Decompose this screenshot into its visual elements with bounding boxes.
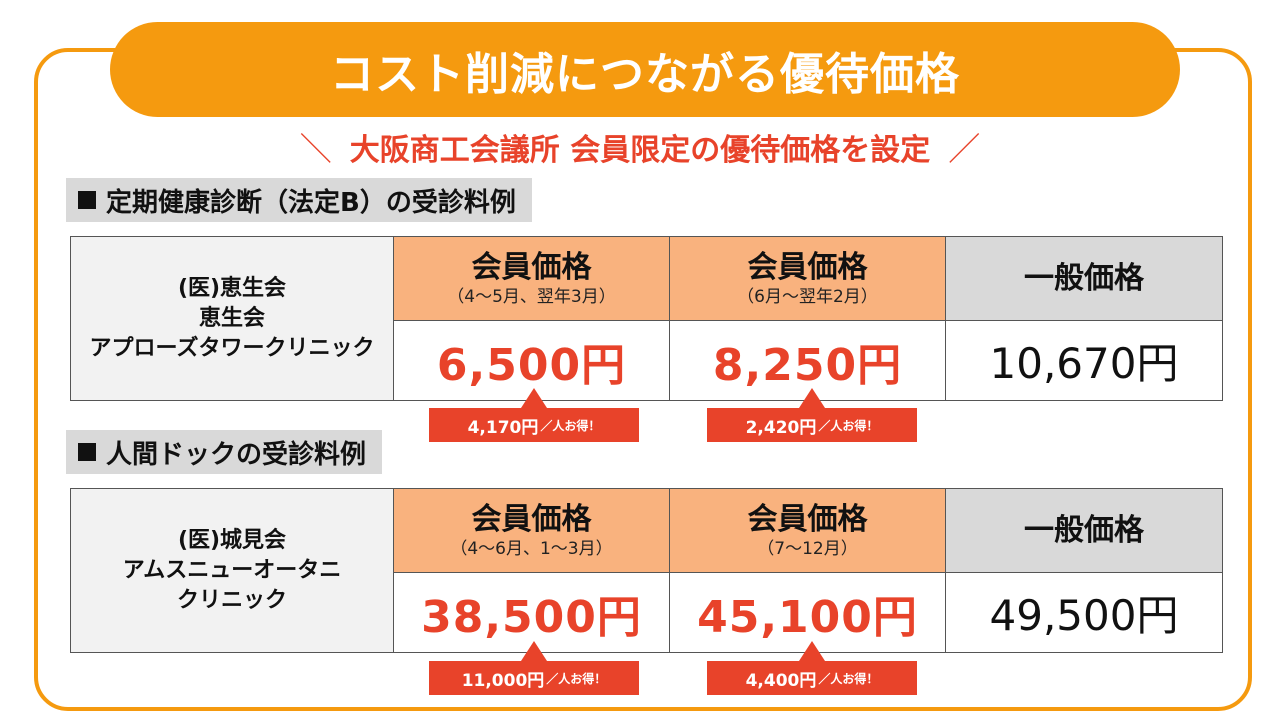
saving-amount: 2,420円: [745, 417, 817, 438]
section-label-text: 人間ドックの受診料例: [106, 439, 367, 470]
column-title: 会員価格: [747, 249, 868, 285]
subtitle-right-mark: ／: [948, 130, 981, 168]
saving-suffix: ／人お得！: [818, 418, 879, 433]
saving-badge: 2,420円 ／人お得！: [707, 408, 917, 442]
saving-suffix: ／人お得！: [546, 671, 607, 686]
column-period: （4～5月、翌年3月）: [447, 286, 616, 307]
column-title: 一般価格: [1024, 512, 1144, 548]
general-price-header: 一般価格: [945, 488, 1223, 573]
saving-suffix: ／人お得！: [818, 671, 879, 686]
saving-amount: 4,170円: [467, 417, 539, 438]
member-price-value: 45,100円: [669, 572, 946, 653]
column-period: （4～6月、1～3月）: [450, 538, 613, 559]
square-bullet-icon: [78, 191, 96, 209]
page-title: コスト削減につながる優待価格: [330, 48, 960, 100]
column-title: 一般価格: [1024, 260, 1144, 296]
saving-suffix: ／人お得！: [540, 418, 601, 433]
saving-badge: 11,000円 ／人お得！: [429, 661, 639, 695]
saving-amount: 4,400円: [745, 670, 817, 691]
general-price-value: 49,500円: [945, 572, 1223, 653]
clinic-name-line: アプローズタワークリニック: [89, 335, 375, 361]
clinic-name-line: アムスニューオータニ: [122, 557, 342, 583]
general-price-value: 10,670円: [945, 320, 1223, 401]
saving-badge: 4,170円 ／人お得！: [429, 408, 639, 442]
section-label-human-dock: 人間ドックの受診料例: [66, 430, 383, 474]
column-title: 会員価格: [747, 501, 868, 537]
clinic-name-cell: (医)城見会 アムスニューオータニ クリニック: [70, 488, 394, 653]
column-period: （7～12月）: [757, 538, 858, 559]
clinic-name-line: (医)恵生会: [177, 275, 287, 301]
price-table-health-check: (医)恵生会 恵生会 アプローズタワークリニック 会員価格 （4～5月、翌年3月…: [70, 236, 1223, 401]
column-period: （6月～翌年2月）: [737, 286, 878, 307]
price-table-human-dock: (医)城見会 アムスニューオータニ クリニック 会員価格 （4～6月、1～3月）…: [70, 488, 1223, 653]
section-label-text: 定期健康診断（法定B）の受診料例: [106, 187, 516, 218]
square-bullet-icon: [78, 443, 96, 461]
member-price-header: 会員価格 （7～12月）: [669, 488, 946, 573]
subtitle-left-mark: ＼: [299, 130, 332, 168]
page-title-banner: コスト削減につながる優待価格: [110, 22, 1180, 117]
member-price-header: 会員価格 （6月～翌年2月）: [669, 236, 946, 321]
clinic-name-cell: (医)恵生会 恵生会 アプローズタワークリニック: [70, 236, 394, 401]
subtitle: ＼ 大阪商工会議所 会員限定の優待価格を設定 ／: [0, 122, 1280, 172]
member-price-header: 会員価格 （4～6月、1～3月）: [393, 488, 670, 573]
column-title: 会員価格: [471, 501, 592, 537]
clinic-name-line: (医)城見会: [177, 527, 287, 553]
saving-amount: 11,000円: [461, 670, 545, 691]
clinic-name-line: 恵生会: [198, 305, 265, 331]
general-price-header: 一般価格: [945, 236, 1223, 321]
member-price-header: 会員価格 （4～5月、翌年3月）: [393, 236, 670, 321]
member-price-value: 38,500円: [393, 572, 670, 653]
section-label-health-check: 定期健康診断（法定B）の受診料例: [66, 178, 532, 222]
saving-badge: 4,400円 ／人お得！: [707, 661, 917, 695]
clinic-name-line: クリニック: [176, 587, 287, 613]
column-title: 会員価格: [471, 249, 592, 285]
subtitle-text: 大阪商工会議所 会員限定の優待価格を設定: [349, 133, 931, 168]
